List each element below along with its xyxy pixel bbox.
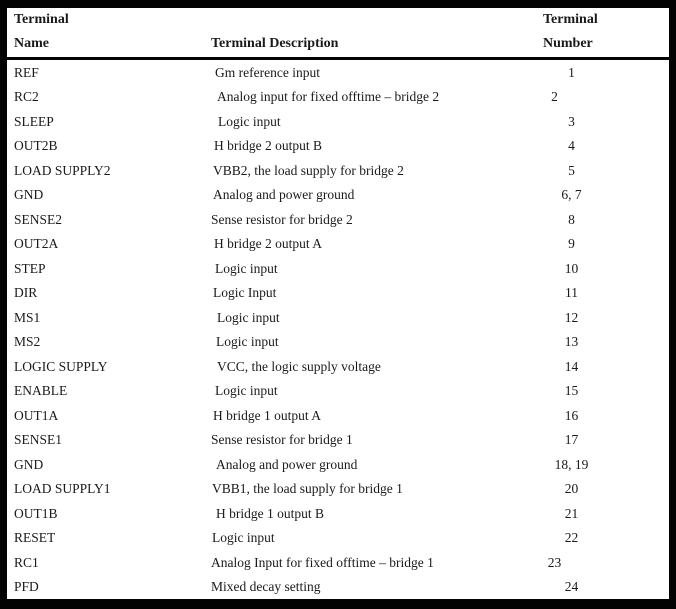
terminal-number-cell: 17 [564, 432, 579, 448]
table-row: GND Analog and power ground 18, 19 [7, 452, 669, 477]
terminal-description-cell: Logic input [216, 334, 279, 350]
terminal-description-cell: H bridge 2 output A [214, 236, 322, 252]
header-terminal-name-line2: Name [14, 36, 49, 51]
terminal-name-cell: MS2 [14, 334, 41, 350]
table-row: OUT1A H bridge 1 output A 16 [7, 403, 669, 428]
terminal-description-cell: Sense resistor for bridge 2 [211, 211, 353, 227]
terminal-description-cell: Logic input [215, 383, 278, 399]
table-row: SLEEP Logic input 3 [7, 109, 669, 134]
terminal-name-cell: OUT2A [14, 236, 59, 252]
table-row: MS1 Logic input 12 [7, 305, 669, 330]
table-row: SENSE2 Sense resistor for bridge 2 8 [7, 207, 669, 232]
table-row: LOGIC SUPPLY VCC, the logic supply volta… [7, 354, 669, 379]
table-row: PFD Mixed decay setting 24 [7, 575, 669, 600]
table-row: REF Gm reference input 1 [7, 60, 669, 85]
terminal-number-cell: 3 [568, 113, 575, 129]
header-terminal-description: Terminal Description [211, 36, 339, 51]
table-row: RESET Logic input 22 [7, 526, 669, 551]
terminal-name-cell: RESET [14, 530, 56, 546]
table-row: STEP Logic input 10 [7, 256, 669, 281]
terminal-description-cell: Logic input [215, 260, 278, 276]
terminal-number-cell: 24 [564, 579, 579, 595]
terminal-name-cell: SENSE1 [14, 432, 63, 448]
terminal-name-cell: RC2 [14, 89, 39, 105]
header-terminal-number-line1: Terminal [543, 12, 598, 27]
terminal-number-cell: 4 [568, 138, 575, 154]
table-row: GND Analog and power ground 6, 7 [7, 183, 669, 208]
terminal-name-cell: LOAD SUPPLY2 [14, 162, 111, 178]
table-row: RC2 Analog input for fixed offtime – bri… [7, 85, 669, 110]
terminal-number-cell: 1 [568, 64, 575, 80]
terminal-description-cell: VCC, the logic supply voltage [217, 358, 381, 374]
terminal-number-cell: 18, 19 [554, 456, 589, 472]
terminal-name-cell: GND [14, 187, 44, 203]
terminal-name-cell: PFD [14, 579, 39, 595]
terminal-description-cell: H bridge 2 output B [214, 138, 322, 154]
table-row: SENSE1 Sense resistor for bridge 1 17 [7, 428, 669, 453]
terminal-name-cell: MS1 [14, 309, 41, 325]
header-terminal-number-line2: Number [543, 36, 593, 51]
table-row: OUT1B H bridge 1 output B 21 [7, 501, 669, 526]
terminal-description-cell: Analog and power ground [216, 456, 358, 472]
table-row: ENABLE Logic input 15 [7, 379, 669, 404]
terminal-number-cell: 12 [564, 309, 579, 325]
terminal-number-cell: 11 [565, 285, 578, 301]
terminal-description-cell: H bridge 1 output A [213, 407, 321, 423]
terminal-name-cell: LOAD SUPPLY1 [14, 481, 111, 497]
terminal-name-cell: REF [14, 64, 39, 80]
terminal-description-cell: Logic input [212, 530, 275, 546]
terminal-number-cell: 9 [568, 236, 575, 252]
terminal-description-cell: Gm reference input [215, 64, 320, 80]
terminal-description-cell: Logic input [218, 113, 281, 129]
terminal-description-cell: Mixed decay setting [211, 579, 321, 595]
table-row: LOAD SUPPLY1 VBB1, the load supply for b… [7, 477, 669, 502]
terminal-description-cell: Analog and power ground [213, 187, 355, 203]
terminal-name-cell: SENSE2 [14, 211, 63, 227]
table-row: RC1 Analog Input for fixed offtime – bri… [7, 550, 669, 575]
terminal-number-cell: 5 [568, 162, 575, 178]
terminal-number-cell: 8 [568, 211, 575, 227]
terminal-name-cell: LOGIC SUPPLY [14, 358, 108, 374]
terminal-number-cell: 13 [564, 334, 579, 350]
terminal-number-cell: 20 [564, 481, 579, 497]
terminal-number-cell: 6, 7 [561, 187, 582, 203]
terminal-number-cell: 15 [564, 383, 579, 399]
terminal-name-cell: OUT2B [14, 138, 58, 154]
terminal-name-cell: STEP [14, 260, 46, 276]
terminal-name-cell: OUT1B [14, 505, 58, 521]
terminal-name-cell: ENABLE [14, 383, 68, 399]
table-row: LOAD SUPPLY2 VBB2, the load supply for b… [7, 158, 669, 183]
terminal-number-cell: 22 [564, 530, 579, 546]
terminal-name-cell: DIR [14, 285, 38, 301]
header-separator-line [7, 57, 669, 60]
terminal-description-cell: Logic input [217, 309, 280, 325]
terminal-name-cell: OUT1A [14, 407, 59, 423]
terminal-number-cell: 14 [564, 358, 579, 374]
terminal-description-cell: Sense resistor for bridge 1 [211, 432, 353, 448]
terminal-description-cell: Logic Input [213, 285, 277, 301]
terminal-description-cell: H bridge 1 output B [216, 505, 324, 521]
terminal-description-cell: VBB1, the load supply for bridge 1 [212, 481, 403, 497]
terminal-description-cell: Analog Input for fixed offtime – bridge … [211, 554, 434, 570]
terminal-description-cell: Analog input for fixed offtime – bridge … [217, 89, 440, 105]
terminal-number-cell: 2 [551, 89, 558, 105]
header-terminal-name-line1: Terminal [14, 12, 69, 27]
table-row: MS2 Logic input 13 [7, 330, 669, 355]
terminal-name-cell: GND [14, 456, 44, 472]
terminal-name-cell: SLEEP [14, 113, 54, 129]
table-row: OUT2B H bridge 2 output B 4 [7, 134, 669, 159]
terminal-number-cell: 23 [547, 554, 562, 570]
terminal-name-cell: RC1 [14, 554, 39, 570]
terminal-table-body: REF Gm reference input 1 RC2 Analog inpu… [7, 60, 669, 599]
table-row: OUT2A H bridge 2 output A 9 [7, 232, 669, 257]
terminal-number-cell: 10 [564, 260, 579, 276]
terminal-number-cell: 21 [564, 505, 579, 521]
table-row: DIR Logic Input 11 [7, 281, 669, 306]
terminal-number-cell: 16 [564, 407, 579, 423]
terminal-description-cell: VBB2, the load supply for bridge 2 [213, 162, 404, 178]
